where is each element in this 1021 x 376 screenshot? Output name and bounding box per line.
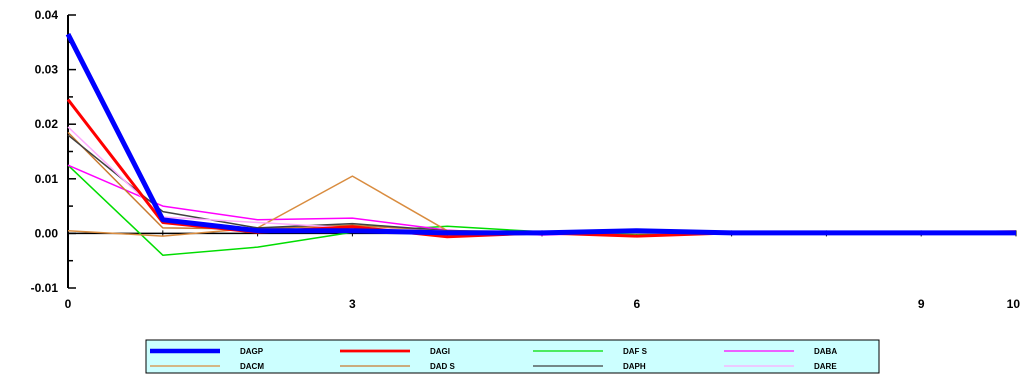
y-tick-label: 0.04 [35, 8, 59, 22]
y-tick-label: 0.00 [35, 226, 59, 240]
y-tick-label: 0.02 [35, 117, 59, 131]
chart-series [65, 32, 1017, 256]
series-line-dagi [66, 98, 1017, 239]
legend-label: DAF S [623, 347, 648, 356]
y-tick-label: 0.03 [35, 63, 59, 77]
x-tick-label: 10 [1007, 297, 1021, 311]
y-tick-label: 0.01 [35, 172, 59, 186]
x-tick-label: 3 [349, 297, 356, 311]
series-line-dads [67, 131, 1016, 235]
series-line-dafs [67, 164, 1016, 256]
legend-label: DABA [814, 347, 837, 356]
legend-label: DACM [240, 362, 264, 371]
legend-label: DAPH [623, 362, 646, 371]
legend-label: DAD S [430, 362, 456, 371]
legend-box [145, 339, 880, 374]
series-line-dare [67, 126, 1016, 235]
legend-label: DARE [814, 362, 837, 371]
series-line-daph [67, 134, 1016, 235]
x-tick-label: 9 [918, 297, 925, 311]
legend-label: DAGP [240, 347, 264, 356]
chart-legend: DAGP DAGI DAF S DABA DACM DAD S DAPH DARE [145, 339, 880, 374]
legend-label: DAGI [430, 347, 450, 356]
x-tick-label: 0 [65, 297, 72, 311]
series-line-dagp [65, 32, 1016, 236]
x-tick-label: 6 [633, 297, 640, 311]
chart-axes: 0.04 0.03 0.02 0.01 0.00 -0.01 0 3 6 9 10 [31, 8, 1021, 311]
y-tick-label: -0.01 [31, 281, 59, 295]
